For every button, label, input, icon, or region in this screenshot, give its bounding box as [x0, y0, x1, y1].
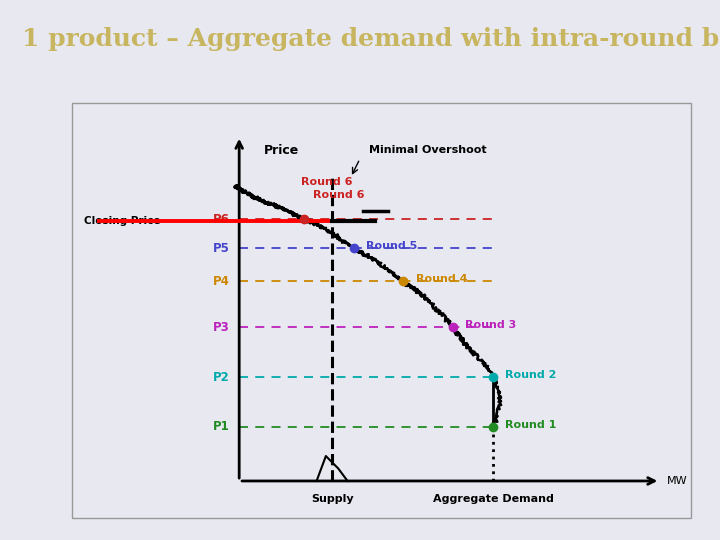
Text: 1 product – Aggregate demand with intra-round bidding: 1 product – Aggregate demand with intra-… [22, 27, 720, 51]
Text: Price: Price [264, 144, 300, 157]
Text: P3: P3 [213, 321, 230, 334]
Text: Round 3: Round 3 [465, 320, 516, 330]
Text: P6: P6 [213, 213, 230, 226]
Text: Supply: Supply [311, 494, 354, 504]
Text: P5: P5 [213, 241, 230, 255]
Text: P2: P2 [213, 370, 230, 383]
Text: Round 2: Round 2 [505, 370, 557, 380]
Text: MW: MW [667, 476, 687, 486]
Text: Round 6: Round 6 [313, 190, 365, 200]
Text: Round 4: Round 4 [415, 274, 467, 285]
Text: Minimal Overshoot: Minimal Overshoot [369, 145, 487, 156]
Text: Round 1: Round 1 [505, 420, 557, 430]
Text: Aggregate Demand: Aggregate Demand [433, 494, 554, 504]
Text: Closing Price: Closing Price [84, 216, 161, 226]
Text: Round 6: Round 6 [301, 177, 353, 187]
Text: Round 5: Round 5 [366, 241, 418, 251]
Text: P4: P4 [213, 275, 230, 288]
Text: P1: P1 [213, 421, 230, 434]
